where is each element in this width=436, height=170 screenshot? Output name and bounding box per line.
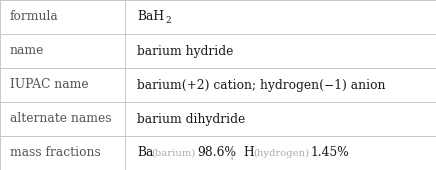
Text: 98.6%: 98.6% (197, 147, 236, 159)
Text: |: | (229, 147, 233, 159)
Text: barium(+2) cation; hydrogen(−1) anion: barium(+2) cation; hydrogen(−1) anion (137, 79, 385, 91)
Text: name: name (10, 45, 44, 57)
Text: (barium): (barium) (151, 149, 195, 157)
Text: barium dihydride: barium dihydride (137, 113, 245, 125)
Text: barium hydride: barium hydride (137, 45, 234, 57)
Text: IUPAC name: IUPAC name (10, 79, 89, 91)
Text: formula: formula (10, 11, 59, 23)
Text: 2: 2 (165, 16, 171, 25)
Text: alternate names: alternate names (10, 113, 112, 125)
Text: 1.45%: 1.45% (310, 147, 349, 159)
Text: Ba: Ba (137, 147, 153, 159)
Text: mass fractions: mass fractions (10, 147, 101, 159)
Text: H: H (243, 147, 254, 159)
Text: BaH: BaH (137, 11, 164, 23)
Text: (hydrogen): (hydrogen) (253, 148, 309, 158)
